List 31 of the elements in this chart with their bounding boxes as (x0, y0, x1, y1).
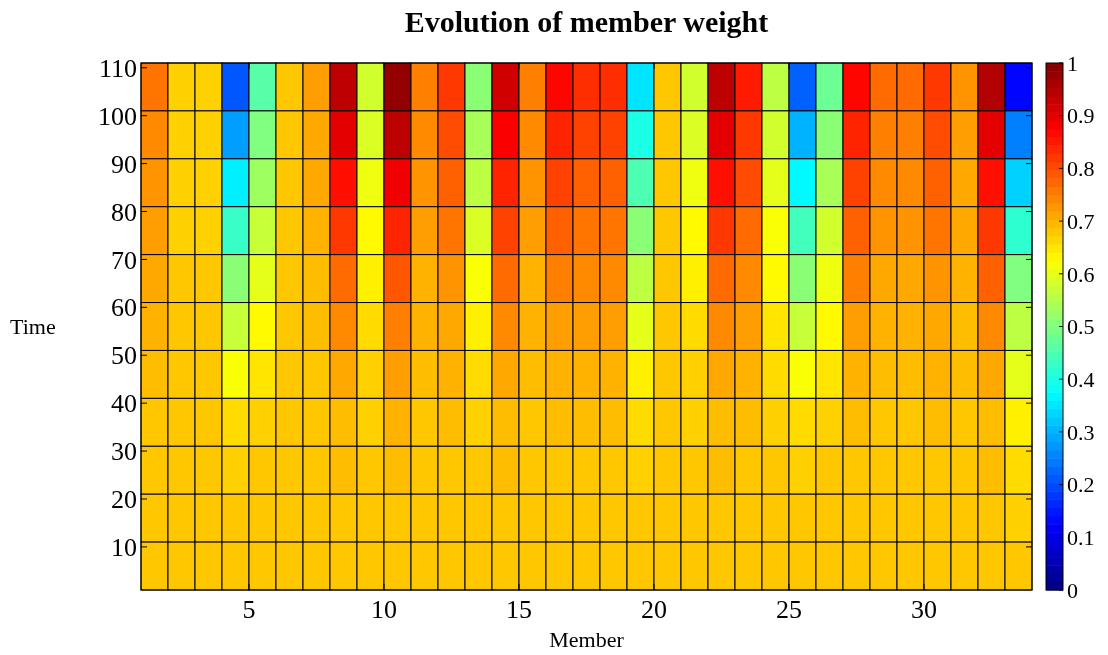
y-tick-label: 30 (111, 437, 137, 467)
color-bar-label: 0.8 (1067, 156, 1095, 182)
color-bar-label: 0.2 (1067, 472, 1095, 498)
y-tick-label: 60 (111, 293, 137, 323)
x-tick-label: 30 (911, 595, 937, 624)
x-tick-label: 10 (371, 595, 397, 624)
x-tick-label: 25 (776, 595, 802, 624)
y-tick-label: 10 (111, 532, 137, 562)
y-tick-label: 50 (111, 341, 137, 371)
color-bar-label: 1 (1067, 50, 1078, 76)
color-bar-label: 0.4 (1067, 366, 1095, 392)
y-tick-label: 70 (111, 245, 137, 275)
y-tick-label: 90 (111, 149, 137, 179)
color-bar-label: 0 (1067, 577, 1078, 603)
y-tick-label: 80 (111, 197, 137, 227)
x-tick-label: 15 (506, 595, 532, 624)
color-bar-label: 0.6 (1067, 261, 1095, 287)
y-tick-label: 100 (98, 101, 137, 131)
y-tick-label: 40 (111, 389, 137, 419)
x-axis-title: Member (549, 627, 625, 652)
color-bar-label: 0.1 (1067, 525, 1095, 550)
x-tick-label: 20 (641, 595, 667, 624)
color-bar-label: 0.7 (1067, 208, 1095, 234)
y-tick-label: 20 (111, 485, 137, 515)
color-bar-label: 0.5 (1067, 314, 1095, 340)
y-axis-title: Time (10, 313, 56, 339)
color-bar-label: 0.9 (1067, 103, 1095, 129)
x-tick-label: 5 (242, 595, 256, 624)
y-tick-label: 110 (98, 53, 137, 83)
color-bar-label: 0.3 (1067, 419, 1095, 445)
chart-title: Evolution of member weight (404, 5, 769, 38)
